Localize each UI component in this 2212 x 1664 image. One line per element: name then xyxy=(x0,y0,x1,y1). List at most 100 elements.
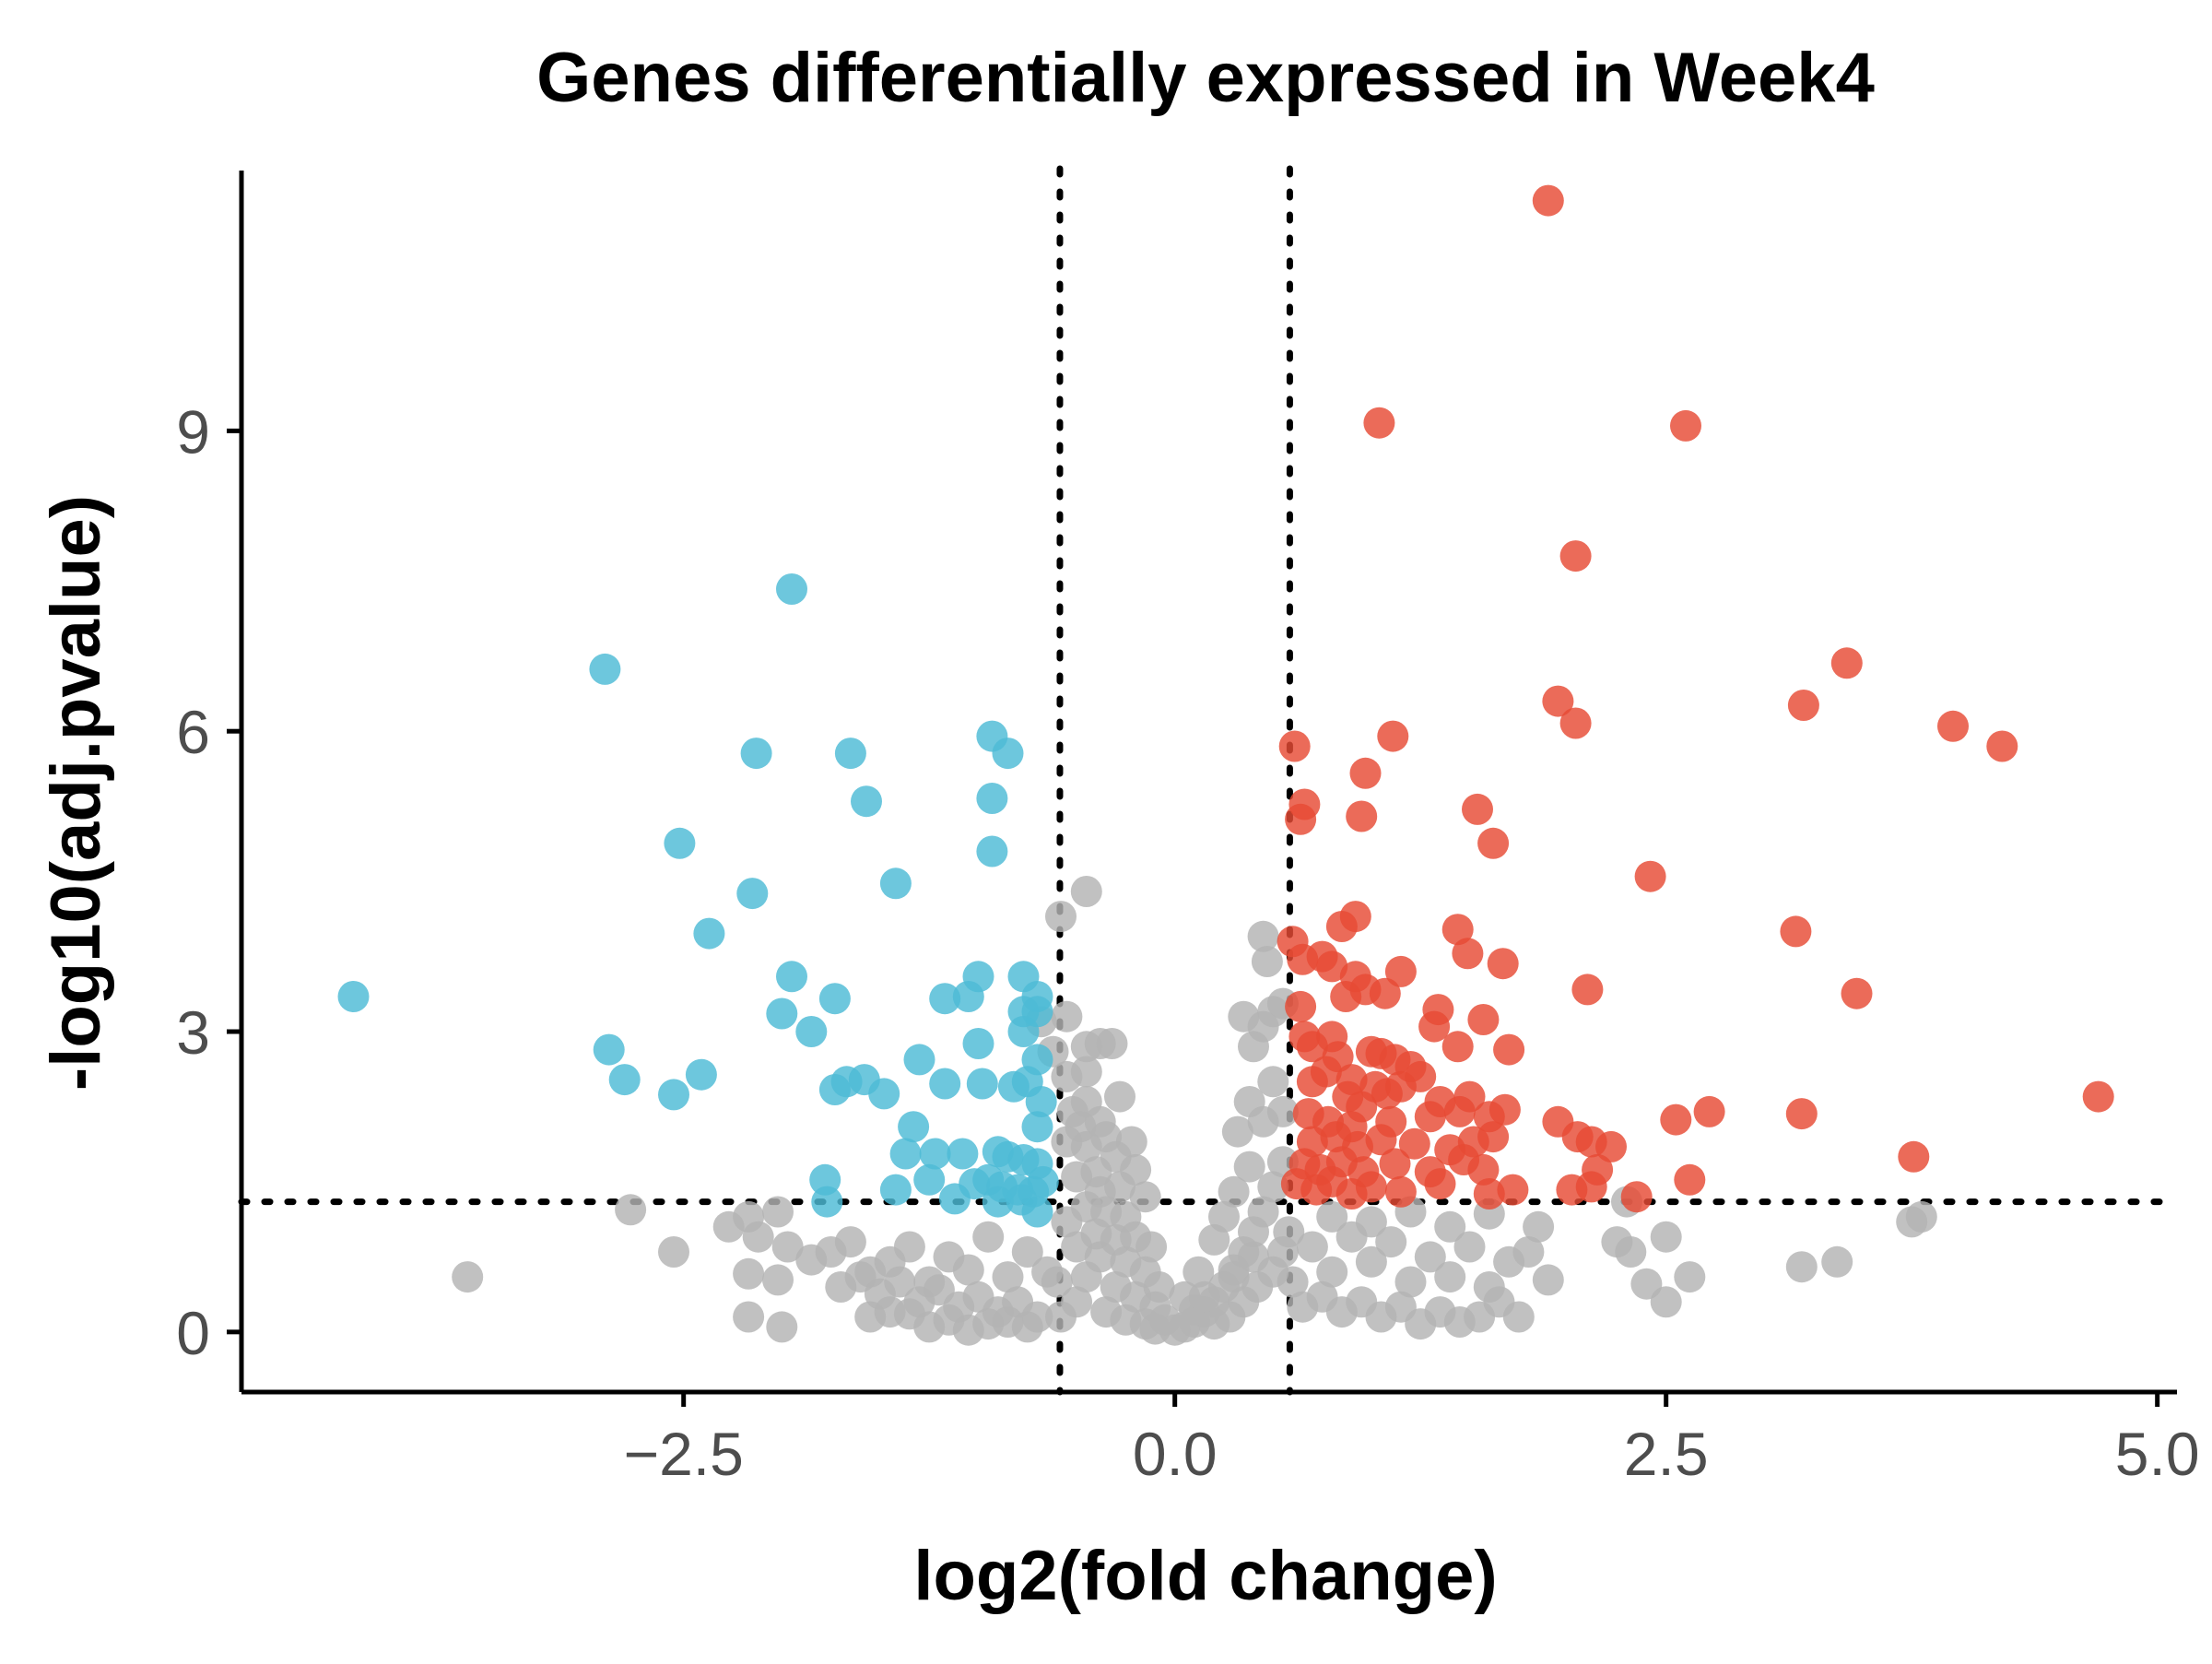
point-down xyxy=(976,783,1008,814)
axes: −2.5 0.0 2.5 5.0 0 3 6 9 xyxy=(176,171,2200,1488)
point-down xyxy=(962,1028,994,1059)
point-ns xyxy=(1238,1241,1269,1273)
y-tick-label: 3 xyxy=(176,998,210,1067)
point-down xyxy=(685,1058,717,1091)
point-ns xyxy=(884,1266,916,1298)
point-ns xyxy=(762,1264,794,1296)
point-down xyxy=(736,878,769,910)
point-up xyxy=(1542,685,1574,717)
point-ns xyxy=(1051,1206,1083,1238)
point-up xyxy=(1937,710,1969,742)
point-up xyxy=(1898,1140,1930,1173)
point-down xyxy=(664,827,696,859)
point-ns xyxy=(1257,1066,1289,1098)
point-ns xyxy=(1218,1175,1250,1208)
point-up xyxy=(1355,1171,1387,1203)
point-down xyxy=(938,1183,971,1215)
point-ns xyxy=(1011,1236,1043,1268)
point-up xyxy=(1424,1168,1456,1200)
point-up xyxy=(1316,950,1348,983)
point-ns xyxy=(972,1221,1005,1253)
point-ns xyxy=(1135,1231,1168,1263)
point-down xyxy=(982,1186,1014,1218)
point-up xyxy=(1532,184,1564,217)
x-tick-label: 2.5 xyxy=(1624,1420,1709,1488)
point-down xyxy=(903,1044,935,1076)
point-ns xyxy=(1434,1210,1466,1243)
point-ns xyxy=(1296,1231,1328,1263)
point-ns xyxy=(1221,1115,1253,1148)
point-down xyxy=(337,981,370,1012)
point-up xyxy=(1571,974,1604,1006)
point-down xyxy=(898,1111,930,1143)
point-up xyxy=(1441,914,1474,946)
point-down xyxy=(992,738,1024,770)
point-up xyxy=(1379,1148,1411,1180)
point-down xyxy=(879,867,912,900)
point-ns xyxy=(1266,1095,1299,1127)
point-up xyxy=(1634,860,1666,892)
y-tick-label: 9 xyxy=(176,397,210,466)
point-down xyxy=(929,1068,961,1100)
point-ns xyxy=(1247,920,1279,952)
point-down xyxy=(889,1138,922,1170)
point-up xyxy=(1443,1095,1476,1127)
point-up xyxy=(1346,800,1378,832)
point-down xyxy=(1025,1086,1057,1117)
point-down xyxy=(919,1138,951,1170)
point-ns xyxy=(1096,1028,1128,1059)
point-up xyxy=(1559,540,1592,572)
point-ns xyxy=(1218,1261,1250,1293)
point-down xyxy=(966,1068,998,1100)
point-ns xyxy=(1198,1223,1230,1256)
point-up xyxy=(1488,1093,1521,1126)
point-up xyxy=(1660,1103,1692,1136)
point-ns xyxy=(893,1231,925,1263)
point-up xyxy=(1986,730,2018,762)
point-up xyxy=(1497,1174,1529,1206)
point-ns xyxy=(1051,1060,1083,1092)
point-down xyxy=(868,1078,900,1110)
point-ns xyxy=(1070,1261,1102,1293)
point-down xyxy=(976,835,1008,867)
point-up xyxy=(1487,948,1519,980)
point-down xyxy=(962,961,994,993)
point-down xyxy=(693,917,725,950)
point-ns xyxy=(1051,1000,1083,1033)
point-up xyxy=(1559,707,1592,739)
point-ns xyxy=(1532,1264,1564,1296)
point-ns xyxy=(762,1196,794,1228)
point-up xyxy=(1365,1124,1397,1156)
point-ns xyxy=(992,1261,1024,1293)
point-ns xyxy=(1905,1200,1937,1233)
point-up xyxy=(1418,1010,1451,1043)
point-ns xyxy=(1821,1245,1853,1278)
point-ns xyxy=(1512,1236,1545,1268)
point-up xyxy=(1363,407,1395,439)
point-up xyxy=(1384,1070,1417,1103)
point-up xyxy=(2082,1080,2114,1113)
point-up xyxy=(1330,981,1362,1012)
point-ns xyxy=(1251,946,1283,977)
point-down xyxy=(997,1070,1030,1103)
point-up xyxy=(1462,793,1493,825)
point-up xyxy=(1830,647,1863,679)
point-up xyxy=(1296,1066,1328,1098)
point-down xyxy=(593,1033,625,1066)
point-ns xyxy=(1355,1245,1387,1278)
point-up xyxy=(1841,977,1873,1009)
point-down xyxy=(1021,1111,1053,1143)
point-ns xyxy=(1070,876,1102,907)
point-ns xyxy=(1453,1231,1486,1263)
point-down xyxy=(608,1064,641,1096)
point-down xyxy=(851,785,882,818)
point-up xyxy=(1285,990,1317,1022)
point-down xyxy=(776,573,807,605)
point-down xyxy=(834,738,866,770)
data-points xyxy=(337,184,2114,1346)
point-up xyxy=(1467,1153,1500,1186)
y-axis-title: -log10(adj.pvalue) xyxy=(37,495,115,1091)
point-ns xyxy=(854,1301,887,1333)
point-up xyxy=(1477,1121,1510,1153)
point-ns xyxy=(1615,1236,1647,1268)
